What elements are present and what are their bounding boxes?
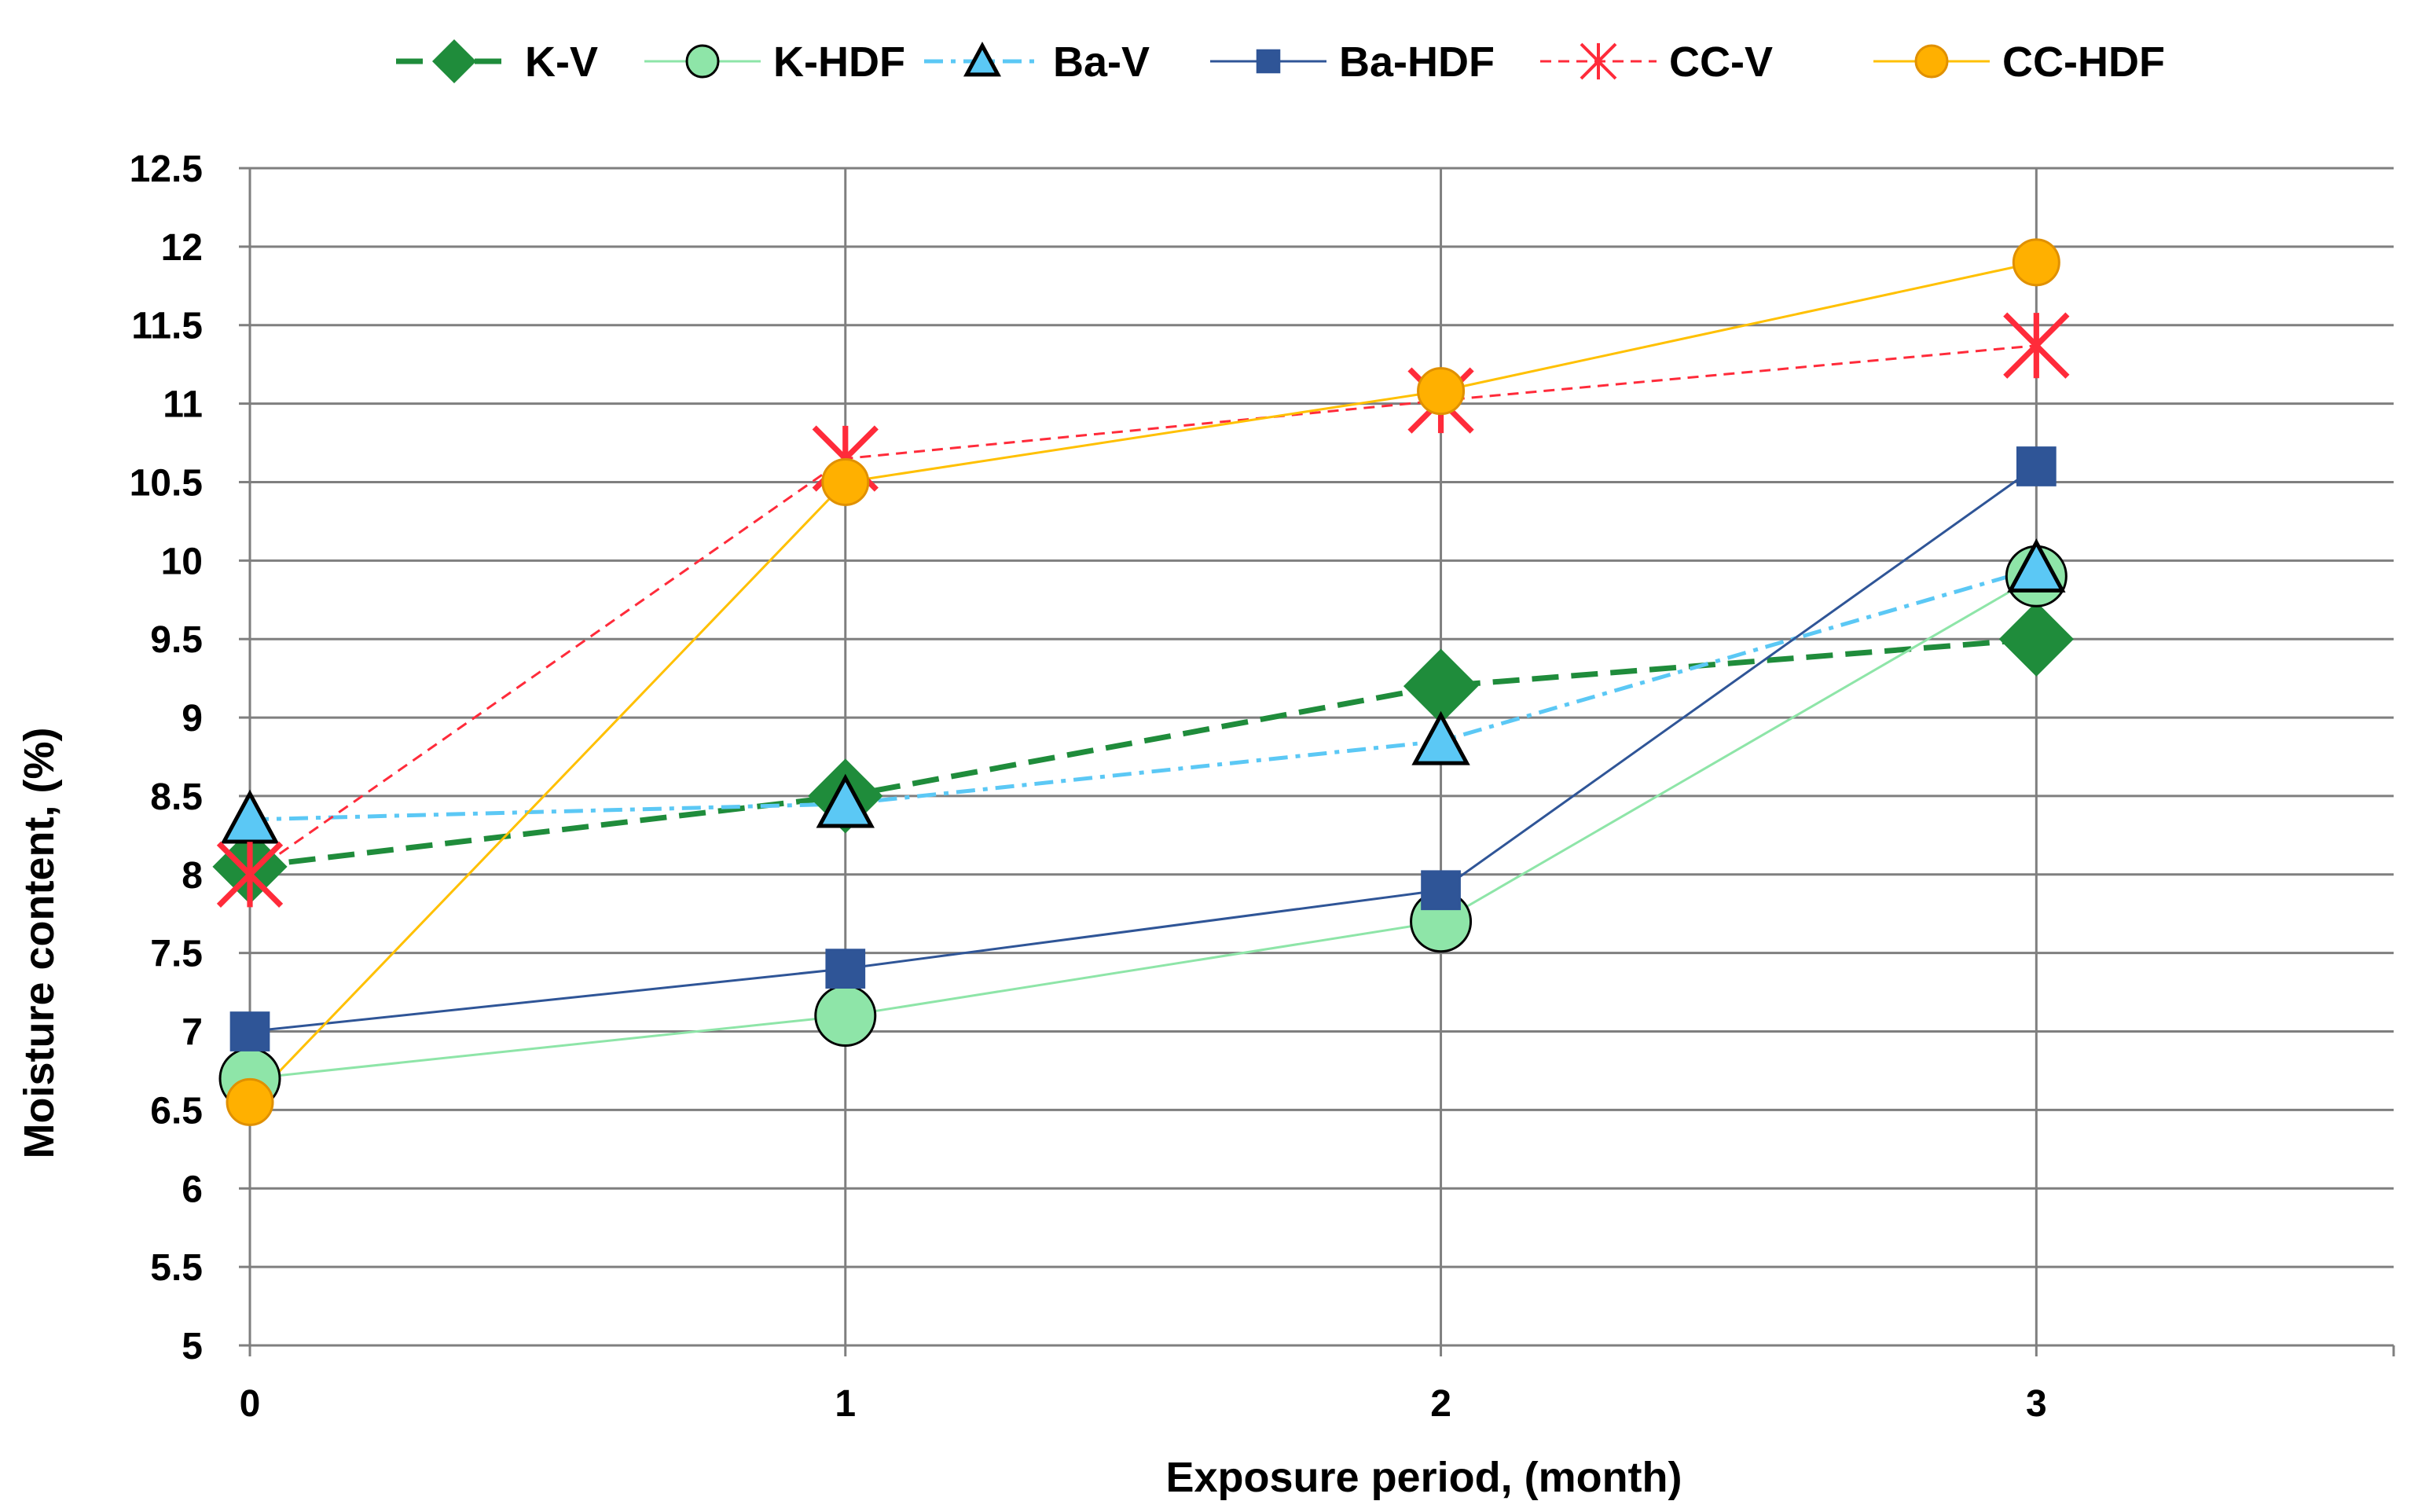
legend-label: K-HDF: [773, 39, 905, 86]
y-tick-label: 10.5: [130, 462, 203, 504]
series-points-ba-v: [220, 538, 2066, 844]
data-point-ba-hdf: [1421, 870, 1461, 911]
data-point-ba-hdf: [229, 1011, 270, 1051]
series-points-cc-hdf: [226, 238, 2060, 1126]
legend-label: K-V: [525, 39, 598, 86]
x-tick-label: 0: [240, 1383, 261, 1425]
gridlines: [250, 167, 2394, 1345]
legend-label: CC-V: [1669, 39, 1773, 86]
axes: [239, 167, 2395, 1356]
series-points-k-hdf: [218, 545, 2068, 1110]
legend-marker: [963, 41, 1001, 77]
y-tick-label: 8: [182, 855, 203, 897]
legend-label: CC-HDF: [2002, 39, 2165, 86]
data-point-ba-hdf: [825, 949, 866, 989]
x-axis-title: Exposure period, (month): [1165, 1454, 1682, 1501]
y-tick-label: 11.5: [131, 306, 203, 347]
legend-item-cc-hdf: CC-HDF: [1873, 39, 2165, 86]
series-line-k-hdf: [249, 575, 2038, 1080]
y-tick-label: 11: [163, 384, 203, 426]
y-tick-label: 7.5: [150, 934, 203, 975]
y-tick-label: 5: [182, 1326, 203, 1367]
legend-marker: [1580, 42, 1617, 80]
y-tick-label: 6.5: [150, 1090, 203, 1132]
data-point-ba-v: [220, 789, 280, 844]
data-point-cc-hdf: [821, 457, 870, 506]
x-tick-label: 1: [835, 1383, 856, 1425]
x-axis-ticks: 0 1 2 3: [240, 1383, 2047, 1425]
series-line-cc-hdf: [248, 261, 2037, 1103]
data-point-ba-v: [2007, 538, 2066, 593]
y-tick-label: 6: [182, 1169, 203, 1210]
y-tick-label: 12.5: [130, 149, 203, 190]
data-point-cc-v: [216, 841, 284, 908]
data-point-k-hdf: [814, 985, 877, 1048]
series-points-cc-v: [216, 312, 2070, 908]
series-points-k-v: [212, 601, 2074, 905]
y-tick-label: 7: [182, 1012, 203, 1054]
legend-item-ba-v: Ba-V: [924, 39, 1150, 86]
series-line-k-v: [249, 636, 2037, 870]
legend-marker: [1914, 44, 1949, 79]
legend-label: Ba-V: [1053, 39, 1150, 86]
data-point-ba-hdf: [2016, 446, 2057, 486]
legend-marker: [1256, 49, 1281, 74]
legend-label: Ba-HDF: [1339, 39, 1495, 86]
series-line-ba-v: [249, 566, 2038, 822]
legend-item-ba-hdf: Ba-HDF: [1210, 39, 1495, 86]
data-point-k-v: [1998, 601, 2074, 677]
legend-item-k-v: K-V: [396, 39, 598, 86]
legend-item-cc-v: CC-V: [1540, 39, 1773, 86]
legend-item-k-hdf: K-HDF: [644, 39, 905, 86]
data-point-cc-v: [2003, 312, 2070, 379]
legend-marker: [431, 39, 477, 84]
series-lines: [248, 261, 2038, 1103]
x-tick-label: 2: [1430, 1383, 1451, 1425]
y-tick-label: 8.5: [150, 776, 203, 818]
legend-marker: [685, 44, 720, 79]
y-tick-label: 9: [182, 698, 203, 739]
series-points-ba-hdf: [229, 446, 2057, 1051]
y-tick-label: 9.5: [150, 619, 203, 661]
series-markers: [212, 238, 2074, 1126]
x-tick-label: 3: [2026, 1383, 2047, 1425]
y-tick-label: 5.5: [150, 1247, 203, 1289]
series-line-ba-hdf: [249, 465, 2038, 1033]
y-axis-title: Moisture content, (%): [16, 728, 63, 1159]
legend: K-V K-HDF Ba-V Ba-HDF CC-V CC-HDF: [396, 39, 2165, 86]
y-tick-label: 10: [161, 541, 203, 582]
y-axis-ticks: 5 5.5 6 6.5 7 7.5 8 8.5 9 9.5 10 10.5 11 11.5 12 12.5: [130, 149, 203, 1367]
y-tick-label: 12: [161, 227, 203, 269]
data-point-ba-v: [816, 773, 875, 828]
data-point-ba-v: [1411, 710, 1470, 765]
series-line-cc-v: [249, 344, 2037, 876]
data-point-cc-hdf: [2012, 238, 2060, 287]
data-point-cc-hdf: [1417, 367, 1466, 416]
data-point-cc-hdf: [226, 1077, 274, 1126]
